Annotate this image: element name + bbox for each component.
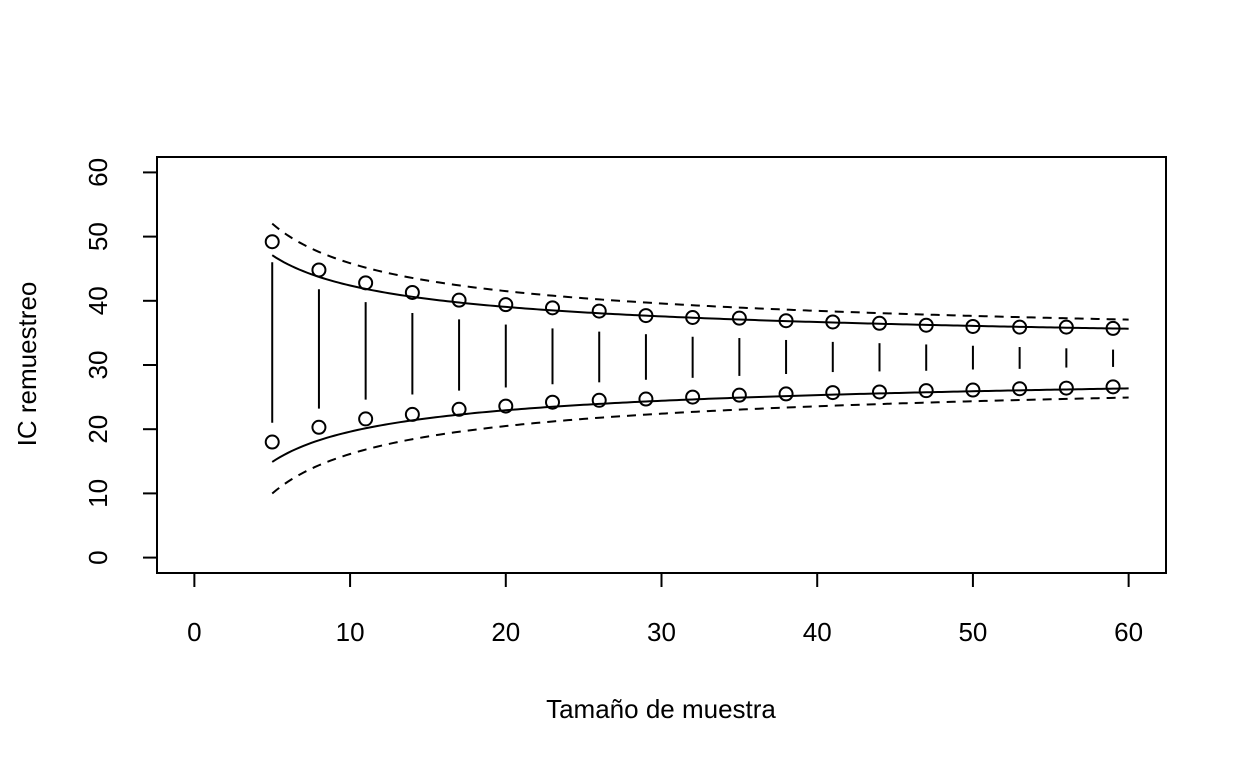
- points-upper-point-12: [825, 314, 841, 330]
- points-lower-point-5: [498, 398, 514, 414]
- x-tick-label-6: 60: [1114, 617, 1143, 647]
- points-lower-point-17: [1058, 380, 1074, 396]
- x-tick-label-3: 30: [647, 617, 676, 647]
- points-lower-point-15: [965, 382, 981, 398]
- points-lower-point-4: [451, 401, 467, 417]
- points-upper-point-10: [731, 310, 747, 326]
- solid-curve-upper: [271, 254, 1129, 330]
- points-upper-point-4: [451, 292, 467, 308]
- points-upper-point-1: [311, 262, 327, 278]
- points-lower-point-7: [591, 392, 607, 408]
- x-tick-label-0: 0: [187, 617, 201, 647]
- y-tick-label-5: 50: [83, 222, 113, 251]
- points-upper-point-7: [591, 303, 607, 319]
- interval-segments: [271, 262, 1115, 423]
- points-upper-point-8: [638, 308, 654, 324]
- points-upper-point-5: [498, 297, 514, 313]
- points-upper-point-16: [1012, 319, 1028, 335]
- points-upper-point-11: [778, 313, 794, 329]
- points-lower-point-13: [871, 384, 887, 400]
- dashed-curve-upper: [271, 222, 1129, 321]
- x-tick-label-1: 10: [336, 617, 365, 647]
- resample-points: [264, 234, 1121, 450]
- points-upper-point-2: [358, 275, 374, 291]
- points-lower-point-8: [638, 391, 654, 407]
- x-tick-label-4: 40: [803, 617, 832, 647]
- points-lower-point-11: [778, 386, 794, 402]
- y-tick-label-3: 30: [83, 351, 113, 380]
- points-lower-point-2: [358, 411, 374, 427]
- points-lower-point-14: [918, 383, 934, 399]
- y-tick-label-6: 60: [83, 158, 113, 187]
- points-upper-point-14: [918, 317, 934, 333]
- y-axis: 0 10 20 30 40 50 60: [83, 158, 158, 565]
- points-lower-point-9: [685, 389, 701, 405]
- x-tick-label-5: 50: [958, 617, 987, 647]
- y-tick-label-4: 40: [83, 286, 113, 315]
- points-upper-point-9: [685, 309, 701, 325]
- points-lower-point-1: [311, 419, 327, 435]
- points-upper-point-17: [1058, 319, 1074, 335]
- points-lower-point-10: [731, 387, 747, 403]
- y-tick-label-1: 10: [83, 479, 113, 508]
- plot-frame: [156, 156, 1167, 574]
- y-tick-label-0: 0: [83, 550, 113, 564]
- points-lower-point-6: [545, 394, 561, 410]
- solid-curve-lower: [271, 387, 1129, 463]
- x-axis: 0 10 20 30 40 50 60: [187, 572, 1143, 647]
- points-lower-point-3: [404, 406, 420, 422]
- points-lower-point-12: [825, 385, 841, 401]
- y-axis-label: IC remuestreo: [12, 282, 42, 447]
- points-lower-point-18: [1105, 379, 1121, 395]
- points-upper-point-15: [965, 318, 981, 334]
- points-lower-point-0: [264, 434, 280, 450]
- points-upper-point-18: [1105, 320, 1121, 336]
- x-axis-label: Tamaño de muestra: [546, 694, 776, 724]
- theoretical-curves: [271, 222, 1129, 495]
- x-tick-label-2: 20: [491, 617, 520, 647]
- points-upper-point-6: [545, 300, 561, 316]
- points-upper-point-3: [404, 284, 420, 300]
- points-lower-point-16: [1012, 381, 1028, 397]
- points-upper-point-13: [871, 315, 887, 331]
- points-upper-point-0: [264, 234, 280, 250]
- y-tick-label-2: 20: [83, 415, 113, 444]
- dashed-curve-lower: [271, 396, 1129, 495]
